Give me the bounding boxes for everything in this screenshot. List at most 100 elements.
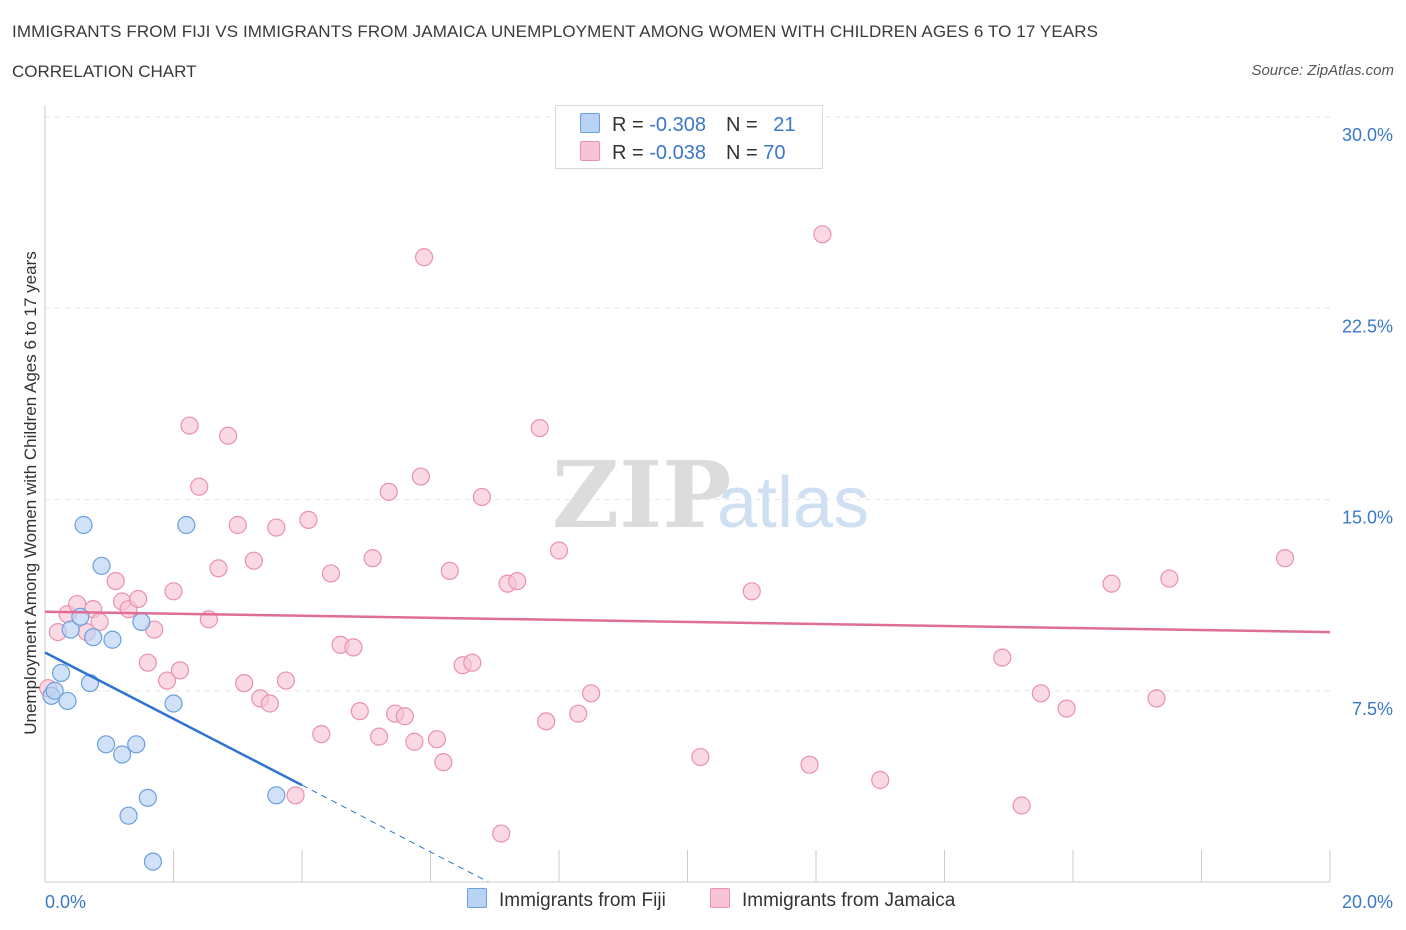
stats-legend: R = -0.308 N = 21 R = -0.038 N = 70 [555, 105, 823, 169]
fiji-point [119, 806, 138, 825]
legend-item-fiji[interactable]: Immigrants from Fiji [467, 888, 666, 912]
fiji-legend-swatch [467, 888, 487, 908]
jamaica-point [235, 673, 254, 693]
jamaica-point [508, 571, 527, 591]
jamaica-point [492, 824, 511, 843]
jamaica-point [1160, 569, 1179, 588]
jamaica-trend-line [44, 610, 1331, 634]
jamaica-point [90, 612, 109, 632]
fiji-point [177, 515, 196, 535]
chart-subtitle: CORRELATION CHART [12, 62, 197, 81]
jamaica-point [1057, 699, 1076, 718]
jamaica-point [530, 419, 549, 438]
jamaica-point [379, 482, 398, 501]
jamaica-point [209, 559, 228, 578]
jamaica-point [219, 426, 238, 445]
jamaica-point [164, 582, 183, 601]
jamaica-point [800, 755, 819, 774]
jamaica-point [582, 684, 601, 703]
jamaica-point [244, 551, 263, 570]
jamaica-n-value: 70 [763, 142, 786, 164]
y-axis-title: Unemployment Among Women with Children A… [21, 251, 40, 735]
jamaica-legend-swatch [710, 888, 730, 908]
jamaica-point [395, 707, 414, 726]
fiji-point [143, 852, 163, 871]
legend-row-jamaica: R = -0.038 N = 70 [580, 141, 785, 165]
jamaica-point [260, 694, 279, 713]
jamaica-point [537, 712, 556, 731]
jamaica-point [170, 661, 190, 680]
jamaica-point [312, 724, 331, 744]
jamaica-point [1031, 684, 1050, 703]
x-tick-label: 0.0% [45, 892, 86, 912]
jamaica-point [1275, 549, 1295, 568]
watermark-atlas: atlas [717, 463, 869, 543]
jamaica-point [228, 515, 247, 535]
jamaica-point [370, 727, 389, 746]
jamaica-point [321, 564, 341, 583]
source-label: Source: ZipAtlas.com [1251, 62, 1394, 79]
y-tick-label: 30.0% [1342, 125, 1393, 145]
jamaica-point [813, 225, 832, 244]
y-tick-label: 22.5% [1342, 316, 1393, 336]
fiji-point [51, 663, 71, 683]
jamaica-point [1147, 689, 1166, 708]
fiji-point [61, 620, 80, 639]
jamaica-point [569, 704, 588, 723]
watermark: ZIP atlas [552, 441, 869, 549]
legend-item-jamaica[interactable]: Immigrants from Jamaica [710, 888, 955, 912]
jamaica-point [299, 510, 318, 530]
jamaica-point [363, 549, 382, 568]
jamaica-point [993, 648, 1012, 667]
fiji-point [138, 788, 157, 807]
jamaica-point [267, 518, 286, 537]
fiji-swatch [580, 113, 600, 133]
axis-labels: Unemployment Among Women with Children A… [21, 125, 1393, 912]
jamaica-point [344, 638, 363, 657]
fiji-r-label: R = [612, 114, 650, 136]
fiji-point [164, 694, 183, 713]
jamaica-point [427, 730, 447, 749]
jamaica-swatch [580, 141, 600, 161]
jamaica-point [414, 248, 434, 267]
fiji-point [103, 630, 122, 649]
jamaica-point [742, 582, 761, 601]
fiji-trend-line [44, 651, 303, 787]
jamaica-point [472, 487, 491, 507]
fiji-point [96, 735, 116, 754]
fiji-point [71, 607, 90, 626]
fiji-r-value: -0.308 [649, 114, 706, 136]
jamaica-point [157, 671, 177, 690]
jamaica-point [180, 416, 199, 435]
jamaica-point [549, 541, 569, 560]
fiji-n-label: N = [725, 114, 764, 136]
jamaica-point [434, 753, 453, 772]
watermark-zip: ZIP [552, 441, 731, 549]
jamaica-r-value: -0.038 [649, 142, 706, 164]
trend-lines [44, 610, 1331, 883]
fiji-point [132, 612, 151, 632]
jamaica-point [871, 770, 890, 790]
y-tick-label: 7.5% [1352, 699, 1393, 719]
jamaica-point [138, 653, 157, 672]
jamaica-point [463, 653, 482, 672]
fiji-point [112, 745, 132, 764]
fiji-point [127, 735, 146, 754]
x-tick-label: 20.0% [1342, 892, 1393, 912]
jamaica-r-label: R = [612, 142, 650, 164]
axes [44, 105, 1331, 883]
jamaica-point [691, 747, 710, 767]
grid-lines [45, 116, 1330, 692]
jamaica-n-label: N = [725, 142, 764, 164]
jamaica-point [129, 589, 148, 609]
jamaica-point [190, 477, 209, 496]
fiji-point [74, 515, 93, 535]
fiji-point [58, 691, 77, 711]
fiji-legend-label: Immigrants from Fiji [499, 890, 666, 911]
jamaica-point [286, 786, 305, 805]
jamaica-point [411, 467, 430, 486]
fiji-trend-extension [301, 784, 489, 883]
jamaica-point [1012, 796, 1031, 815]
legend-row-fiji: R = -0.308 N = 21 [580, 113, 795, 137]
jamaica-point [405, 732, 424, 751]
